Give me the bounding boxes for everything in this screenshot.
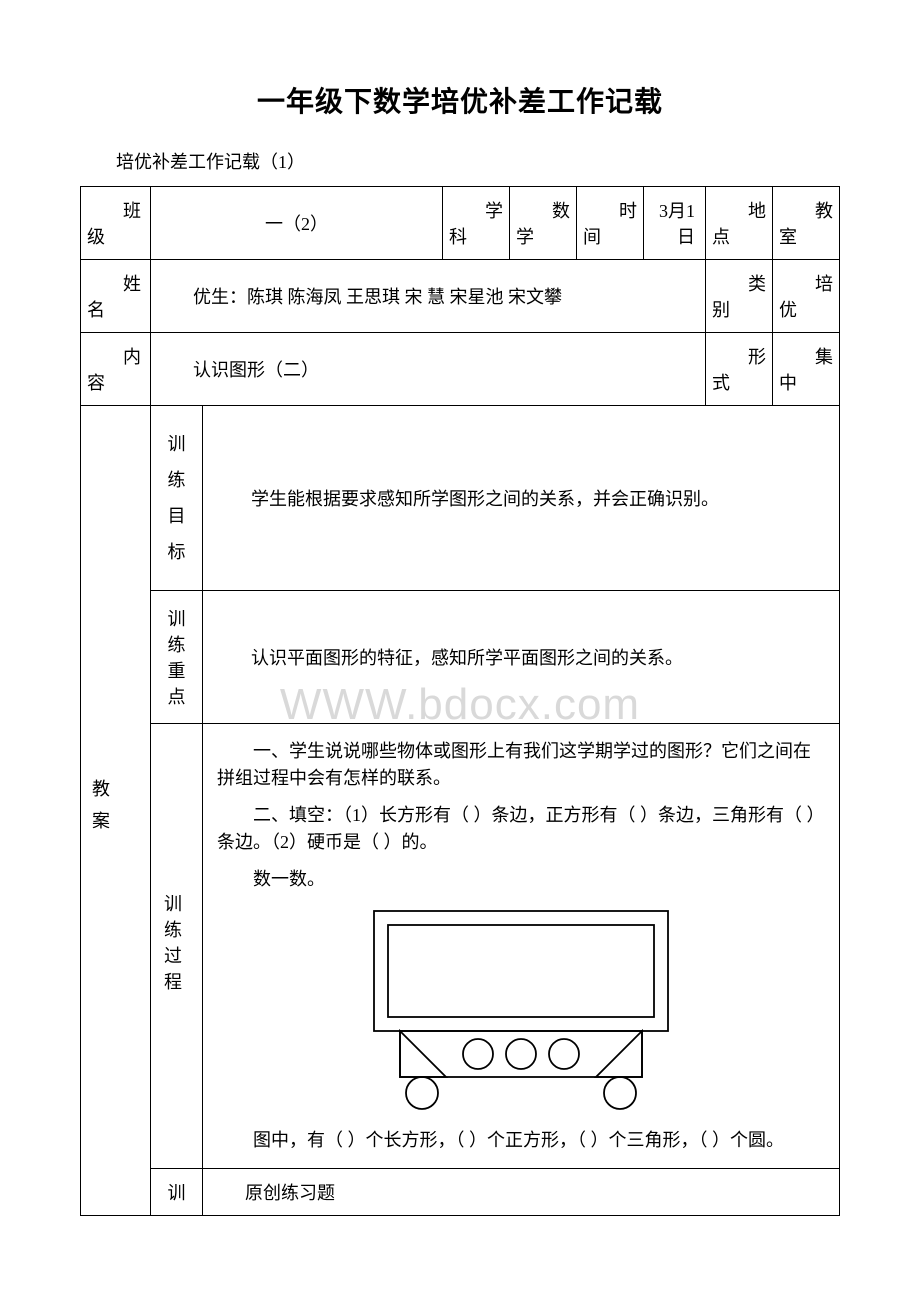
table-row: 姓名 优生：陈琪 陈海凤 王思琪 宋 慧 宋星池 宋文攀 类别 培优 — [81, 260, 840, 333]
value-subject: 数学 — [510, 187, 577, 260]
value-category: 培优 — [773, 260, 840, 333]
value-content: 认识图形（二） — [151, 333, 706, 406]
label-time: 时间 — [577, 187, 644, 260]
shape-diagram — [217, 903, 825, 1113]
label-form: 形式 — [706, 333, 773, 406]
page-title: 一年级下数学培优补差工作记载 — [80, 80, 840, 120]
table-row: 班级 一（2） 学科 数学 时间 3月1日 地点 教室 — [81, 187, 840, 260]
value-class: 一（2） — [151, 187, 443, 260]
label-name: 姓名 — [81, 260, 151, 333]
value-form: 集中 — [773, 333, 840, 406]
value-name: 优生：陈琪 陈海凤 王思琪 宋 慧 宋星池 宋文攀 — [151, 260, 706, 333]
record-subtitle: 培优补差工作记载（1） — [80, 148, 840, 174]
bus-shape-svg — [356, 903, 686, 1113]
label-keypoint: 训练重点 — [151, 591, 203, 724]
table-row: 训练重点 认识平面图形的特征，感知所学平面图形之间的关系。 — [81, 591, 840, 724]
table-row: 训练过程 一、学生说说哪些物体或图形上有我们这学期学过的图形？它们之间在拼组过程… — [81, 724, 840, 1169]
value-time: 3月1日 — [644, 187, 706, 260]
label-content: 内容 — [81, 333, 151, 406]
table-row: 内容 认识图形（二） 形式 集中 — [81, 333, 840, 406]
label-plan: 教案 — [81, 406, 151, 1216]
process-p3: 数一数。 — [217, 866, 825, 893]
value-goal: 学生能根据要求感知所学图形之间的关系，并会正确识别。 — [203, 406, 840, 591]
label-subject: 学科 — [443, 187, 510, 260]
label-category: 类别 — [706, 260, 773, 333]
value-place: 教室 — [773, 187, 840, 260]
process-p4: 图中，有（ ）个长方形，（ ）个正方形，（ ）个三角形，（ ）个圆。 — [217, 1127, 825, 1154]
table-row: 训 原创练习题 — [81, 1169, 840, 1216]
label-place: 地点 — [706, 187, 773, 260]
label-class: 班级 — [81, 187, 151, 260]
process-p2: 二、填空：（1）长方形有（ ）条边，正方形有（ ）条边，三角形有（ ）条边。（2… — [217, 802, 825, 856]
label-goal: 训练目标 — [151, 406, 203, 591]
value-keypoint: 认识平面图形的特征，感知所学平面图形之间的关系。 — [203, 591, 840, 724]
table-row: 教案 训练目标 学生能根据要求感知所学图形之间的关系，并会正确识别。 — [81, 406, 840, 591]
value-process: 一、学生说说哪些物体或图形上有我们这学期学过的图形？它们之间在拼组过程中会有怎样… — [203, 724, 840, 1169]
record-table: 班级 一（2） 学科 数学 时间 3月1日 地点 教室 姓名 优生：陈琪 陈海凤… — [80, 186, 840, 1216]
process-p1: 一、学生说说哪些物体或图形上有我们这学期学过的图形？它们之间在拼组过程中会有怎样… — [217, 738, 825, 792]
label-process: 训练过程 — [151, 724, 203, 1169]
value-exercise: 原创练习题 — [203, 1169, 840, 1216]
label-exercise: 训 — [151, 1169, 203, 1216]
